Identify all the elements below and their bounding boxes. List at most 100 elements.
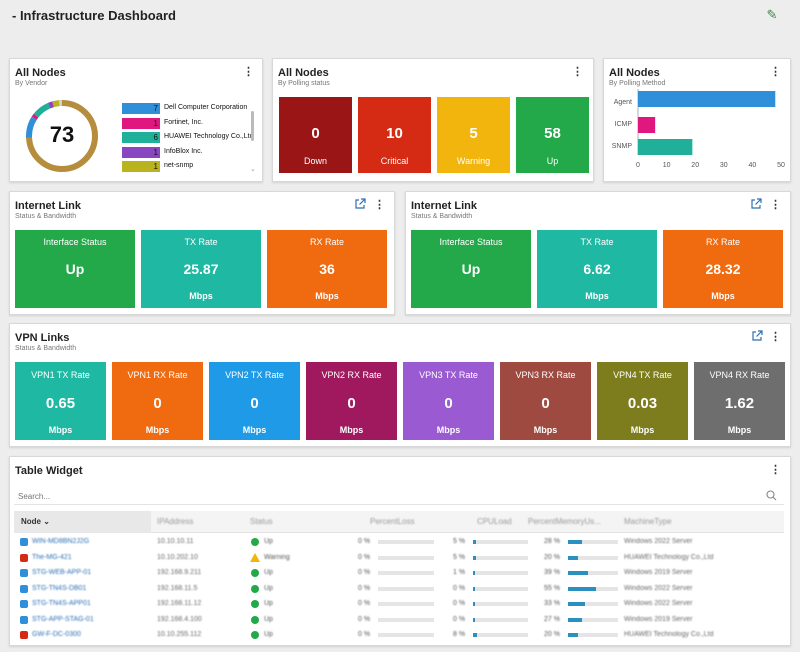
page-title: - Infrastructure Dashboard (12, 8, 176, 23)
tile-value: 28.32 (705, 261, 741, 277)
method-card-menu-icon[interactable]: ⋮ (770, 66, 781, 78)
tile-value: 0 (250, 395, 259, 412)
vpn-card-tile[interactable]: VPN2 RX Rate 0 Mbps (306, 362, 397, 440)
cell-ipaddress: 10.10.255.112 (157, 631, 202, 638)
vpn-card-menu-icon[interactable]: ⋮ (770, 331, 781, 343)
donut-segment-6[interactable] (26, 100, 98, 172)
cell-cpuload: 1 % (453, 569, 466, 576)
tile-label: VPN1 RX Rate (127, 370, 188, 380)
external-link-icon[interactable] (354, 198, 366, 210)
table-row[interactable]: STG-TN4S-DB01 192.168.11.5 Up 0 % 0 % 55 % Win… (14, 583, 784, 595)
vendor-legend-scrollbar[interactable] (251, 111, 254, 141)
cell-node[interactable]: STG-WEB-APP-01 (32, 569, 92, 576)
cell-ipaddress: 10.10.202.10 (157, 553, 198, 561)
internet-link-2-tile[interactable]: TX Rate 6.62 Mbps (537, 230, 657, 308)
cell-node[interactable]: GW-F-DC-0300 (32, 631, 81, 638)
method-bar-agent[interactable] (638, 91, 776, 107)
table-row[interactable]: WIN-MD8BN2J2G 10.10.10.11 Up 0 % 5 % 28 % Wind… (14, 536, 784, 548)
vendor-legend-item[interactable]: 6 HUAWEI Technology Co.,Ltd (122, 132, 262, 143)
column-header-percentloss[interactable]: PercentLoss (370, 517, 415, 526)
cell-percentloss: 0 % (358, 569, 371, 576)
cell-cpuload: 0 % (453, 584, 466, 592)
vendor-legend-item[interactable]: 1 net-snmp (122, 161, 262, 172)
polling-card-menu-icon[interactable]: ⋮ (572, 66, 583, 78)
tile-unit: Mbps (436, 425, 461, 435)
memory-bar-fill (568, 586, 596, 591)
cell-machinetype: Windows 2022 Server (624, 584, 693, 592)
polling-tile-down[interactable]: 0 Down (279, 97, 352, 173)
cell-status: Up (264, 615, 273, 623)
cell-percentloss: 0 % (358, 538, 371, 545)
edit-pencil-icon[interactable]: ✎ (766, 7, 778, 22)
internet-link-card-2: Internet Link Status & Bandwidth ⋮ Inter… (405, 191, 791, 315)
external-link-icon[interactable] (751, 330, 763, 342)
column-header-cpuload[interactable]: CPULoad (477, 517, 512, 526)
vpn-card-tile[interactable]: VPN1 RX Rate 0 Mbps (112, 362, 203, 440)
internet-link-2-tile[interactable]: Interface Status Up (411, 230, 531, 308)
internet-link-1-tile[interactable]: TX Rate 25.87 Mbps (141, 230, 261, 308)
table-widget-card: Table Widget ⋮ (9, 456, 791, 646)
vpn-card-tile[interactable]: VPN2 TX Rate 0 Mbps (209, 362, 300, 440)
tile-value: 0.03 (627, 395, 658, 412)
column-header-ipaddress[interactable]: IPAddress (157, 517, 194, 526)
vpn-card-tile[interactable]: VPN1 TX Rate 0.65 Mbps (15, 362, 106, 440)
cpuload-bar-fill (473, 555, 476, 560)
internet-link-1-menu-icon[interactable]: ⋮ (374, 199, 385, 211)
cell-node[interactable]: STG-TN4S-APP01 (32, 600, 91, 607)
column-header-status[interactable]: Status (250, 517, 273, 526)
status-up-icon (251, 569, 259, 577)
vendor-legend-scroll-down-icon[interactable]: ⌄ (250, 166, 256, 173)
internet-link-1-tile[interactable]: RX Rate 36 Mbps (267, 230, 387, 308)
table-widget-menu-icon[interactable]: ⋮ (770, 464, 781, 476)
vpn-card-tile[interactable]: VPN3 RX Rate 0 Mbps (500, 362, 591, 440)
table-row[interactable]: The-MG-421 10.10.202.10 Warning 0 % 5 % 20 % H… (14, 552, 784, 564)
vendor-legend-item[interactable]: 7 Dell Computer Corporation (122, 103, 262, 114)
cell-node[interactable]: STG-APP-STAG-01 (32, 615, 94, 623)
search-icon[interactable] (766, 490, 777, 501)
table-search (14, 487, 784, 505)
vendor-legend-count: 7 (122, 103, 160, 114)
column-header-node[interactable]: Node ⌄ (21, 511, 50, 533)
method-bar-snmp[interactable] (638, 139, 693, 155)
table-row[interactable]: STG-TN4S-APP01 192.168.11.12 Up 0 % 0 % 33 % W… (14, 598, 784, 610)
vendor-card-menu-icon[interactable]: ⋮ (243, 66, 254, 78)
node-type-icon (20, 615, 28, 624)
cell-node[interactable]: STG-TN4S-DB01 (32, 584, 87, 592)
polling-tile-up[interactable]: 58 Up (516, 97, 589, 173)
table-row[interactable]: STG-APP-STAG-01 192.168.4.100 Up 0 % 0 % 27 %… (14, 614, 784, 626)
memory-bar (568, 633, 618, 637)
table-search-input[interactable] (18, 489, 738, 503)
vpn-card-tile[interactable]: VPN4 RX Rate 1.62 Mbps (694, 362, 785, 440)
donut-segment-1[interactable] (26, 100, 98, 172)
table-row[interactable]: GW-F-DC-0300 10.10.255.112 Up 0 % 8 % 20 % HUA… (14, 629, 784, 641)
tile-label: VPN4 RX Rate (709, 370, 770, 380)
tile-label: TX Rate (184, 237, 218, 247)
percentloss-bar (378, 617, 434, 622)
cell-percentloss: 0 % (358, 584, 371, 592)
vendor-legend-item[interactable]: 1 InfoBlox Inc. (122, 146, 262, 158)
memory-bar-fill (568, 617, 582, 622)
memory-bar-fill (568, 540, 582, 544)
internet-link-2-tile[interactable]: RX Rate 28.32 Mbps (663, 230, 783, 308)
method-bar-icmp[interactable] (638, 117, 656, 133)
cell-node[interactable]: The-MG-421 (32, 553, 72, 561)
polling-tile-critical[interactable]: 10 Critical (358, 97, 431, 173)
vendor-legend-item[interactable]: 1 Fortinet, Inc. (122, 117, 262, 129)
cell-node[interactable]: WIN-MD8BN2J2G (32, 538, 90, 545)
sort-desc-icon[interactable]: ⌄ (43, 517, 50, 526)
internet-link-2-menu-icon[interactable]: ⋮ (770, 199, 781, 211)
node-type-icon (20, 538, 28, 546)
method-x-tick-label: 30 (720, 162, 728, 169)
external-link-icon[interactable] (750, 198, 762, 210)
column-header-machinetype[interactable]: MachineType (624, 517, 672, 526)
internet-link-1-tile[interactable]: Interface Status Up (15, 230, 135, 308)
vendor-total-value: 73 (49, 122, 75, 147)
polling-tile-warning[interactable]: 5 Warning (437, 97, 510, 173)
method-category-label: SNMP (612, 143, 633, 150)
tile-value: 0 (153, 395, 162, 412)
vpn-card-tile[interactable]: VPN3 TX Rate 0 Mbps (403, 362, 494, 440)
column-header-memory[interactable]: PercentMemoryUs... (528, 517, 601, 526)
table-row[interactable]: STG-WEB-APP-01 192.168.9.211 Up 0 % 1 % 39 % W… (14, 567, 784, 579)
vpn-card-tile[interactable]: VPN4 TX Rate 0.03 Mbps (597, 362, 688, 440)
cpuload-bar (473, 617, 528, 622)
